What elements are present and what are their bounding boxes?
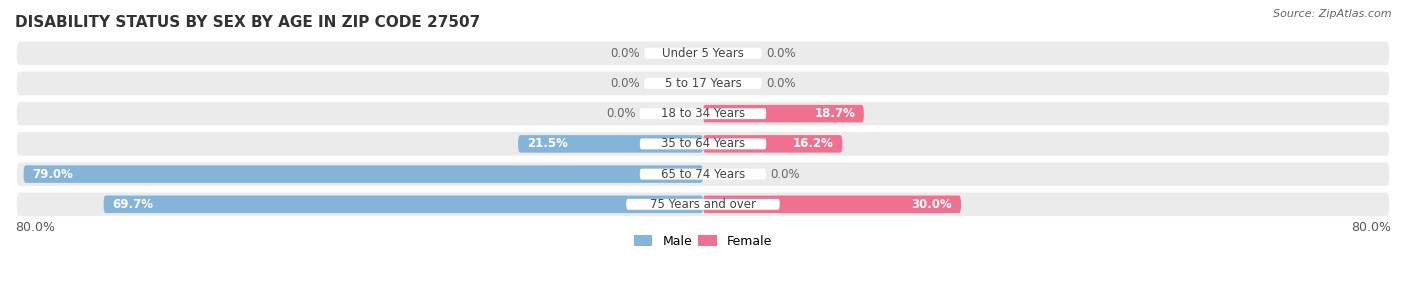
Text: Source: ZipAtlas.com: Source: ZipAtlas.com — [1274, 9, 1392, 19]
Text: 65 to 74 Years: 65 to 74 Years — [661, 168, 745, 181]
Text: 35 to 64 Years: 35 to 64 Years — [661, 137, 745, 150]
Text: 0.0%: 0.0% — [766, 77, 796, 90]
FancyBboxPatch shape — [17, 102, 1389, 126]
Text: 30.0%: 30.0% — [911, 198, 952, 211]
Text: 69.7%: 69.7% — [112, 198, 153, 211]
FancyBboxPatch shape — [17, 192, 1389, 216]
Text: Under 5 Years: Under 5 Years — [662, 47, 744, 60]
Text: 18 to 34 Years: 18 to 34 Years — [661, 107, 745, 120]
Text: 0.0%: 0.0% — [610, 77, 640, 90]
Text: DISABILITY STATUS BY SEX BY AGE IN ZIP CODE 27507: DISABILITY STATUS BY SEX BY AGE IN ZIP C… — [15, 15, 481, 30]
Text: 21.5%: 21.5% — [527, 137, 568, 150]
FancyBboxPatch shape — [517, 135, 703, 153]
FancyBboxPatch shape — [644, 78, 762, 89]
Text: 80.0%: 80.0% — [15, 221, 55, 234]
Legend: Male, Female: Male, Female — [628, 230, 778, 253]
Text: 0.0%: 0.0% — [610, 47, 640, 60]
Text: 18.7%: 18.7% — [814, 107, 855, 120]
FancyBboxPatch shape — [703, 105, 863, 123]
Text: 0.0%: 0.0% — [770, 168, 800, 181]
Text: 80.0%: 80.0% — [1351, 221, 1391, 234]
FancyBboxPatch shape — [17, 41, 1389, 65]
Text: 79.0%: 79.0% — [32, 168, 73, 181]
Text: 75 Years and over: 75 Years and over — [650, 198, 756, 211]
FancyBboxPatch shape — [640, 108, 766, 119]
FancyBboxPatch shape — [24, 165, 703, 183]
FancyBboxPatch shape — [644, 48, 762, 59]
FancyBboxPatch shape — [104, 195, 703, 213]
FancyBboxPatch shape — [640, 169, 766, 180]
FancyBboxPatch shape — [17, 72, 1389, 95]
FancyBboxPatch shape — [17, 132, 1389, 156]
Text: 5 to 17 Years: 5 to 17 Years — [665, 77, 741, 90]
Text: 0.0%: 0.0% — [766, 47, 796, 60]
FancyBboxPatch shape — [703, 195, 960, 213]
Text: 16.2%: 16.2% — [793, 137, 834, 150]
FancyBboxPatch shape — [640, 138, 766, 149]
Text: 0.0%: 0.0% — [606, 107, 636, 120]
FancyBboxPatch shape — [626, 199, 780, 210]
FancyBboxPatch shape — [17, 162, 1389, 186]
FancyBboxPatch shape — [703, 135, 842, 153]
